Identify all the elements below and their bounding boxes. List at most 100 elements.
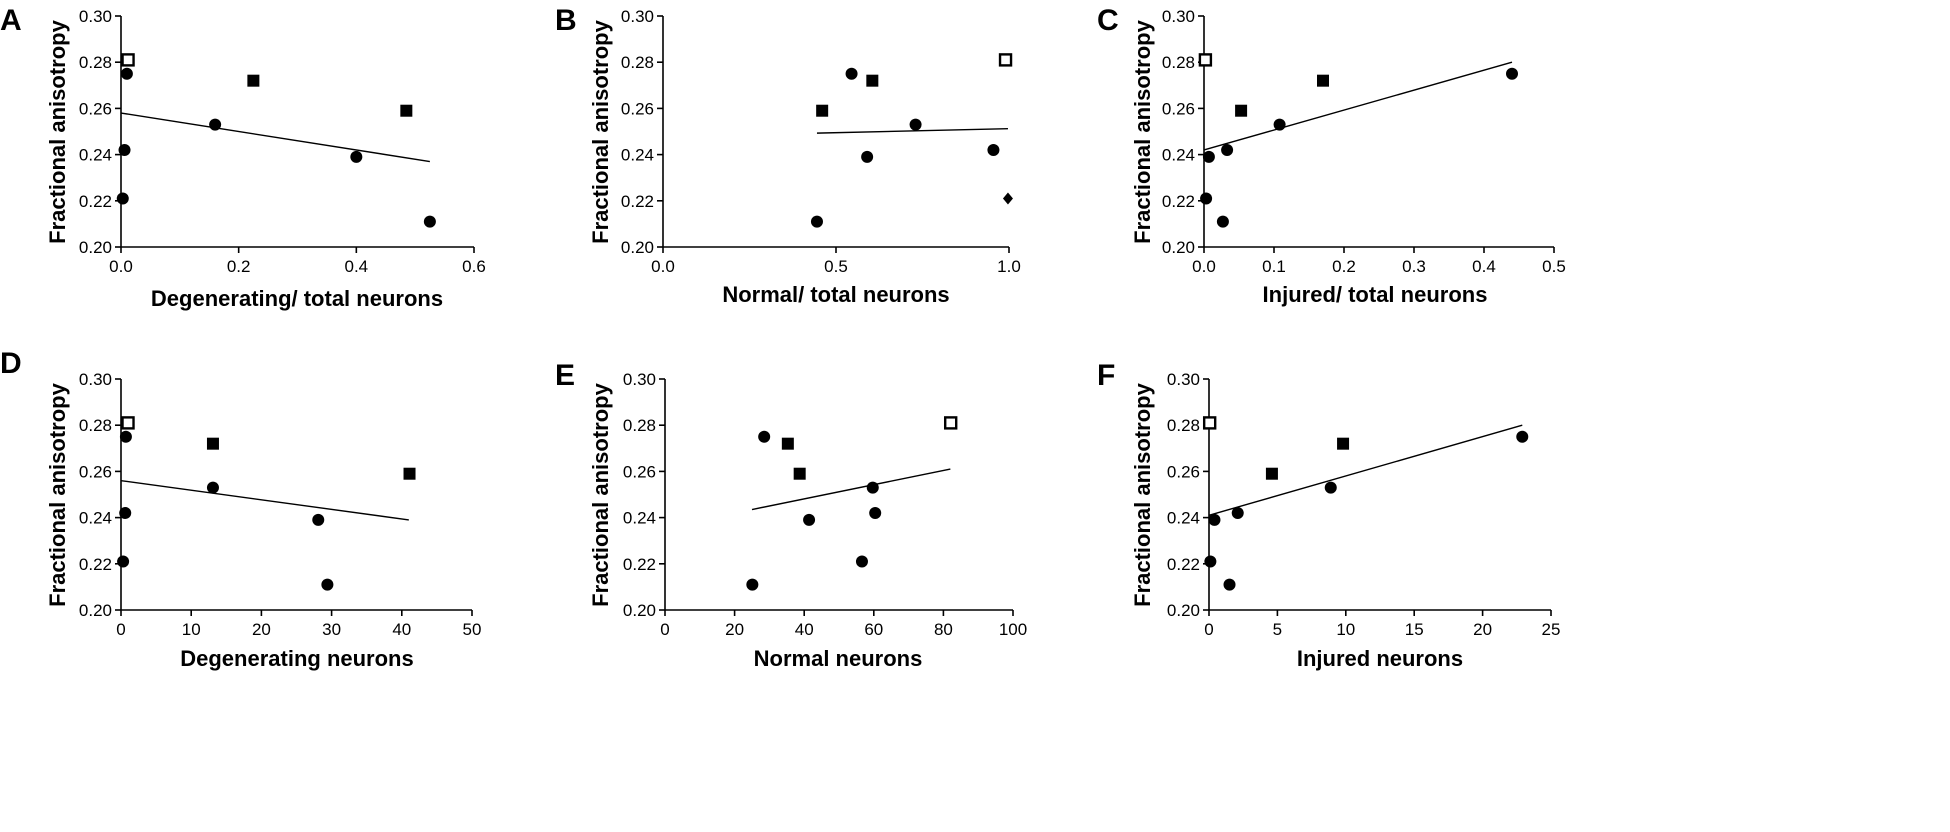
panel-b-x-axis-title: Normal/ total neurons [722,282,949,307]
panel-c-fit-line [1203,61,1513,151]
panel-f-circle-point [1516,430,1529,443]
panel-f-y-tick-label: 0.26 [1167,462,1200,481]
panel-c-circle-point [1273,118,1286,131]
panel-c-circle-point [1506,67,1518,80]
panel-c-circle-point [1221,143,1234,156]
panel-d-y-tick-label: 0.30 [79,370,112,389]
panel-c-x-tick-label: 0.3 [1402,257,1426,276]
panel-b-square-point [816,104,829,117]
panel-b-x-tick-label: 0.0 [651,257,675,276]
panel-c-x-tick-label: 0.0 [1192,257,1216,276]
panel-a-circle-point [120,67,133,80]
panel-f-circle-point [1204,555,1217,568]
panel-b-square-point [866,74,879,87]
panel-d-circle-point [312,513,325,526]
panel-e-x-tick-label: 80 [934,620,953,639]
panel-b-circle-point [861,150,874,163]
panel-a-fit-line [120,112,430,163]
panel-a-x-tick-label: 0.2 [227,257,251,276]
panel-f-square-point [1265,467,1278,480]
panel-e-circle-point [758,430,771,443]
panel-f-open-square-point [1202,416,1217,430]
panel-f-x-tick-label: 5 [1273,620,1282,639]
panel-c-y-tick-label: 0.26 [1162,99,1195,118]
panel-d-y-tick-label: 0.20 [79,601,112,620]
panel-d-y-tick-label: 0.28 [79,416,112,435]
panel-f-y-tick-label: 0.30 [1167,370,1200,389]
panel-b-circle-point [987,143,1000,156]
panel-e-circle-point [869,506,882,519]
panel-d-square-point [206,437,219,450]
panel-e-x-tick-label: 100 [999,620,1027,639]
panel-f-circle-point [1223,578,1236,591]
panel-f-letter: F [1097,359,1115,392]
panel-e-fit-line [751,468,951,511]
panel-d-x-tick-label: 10 [182,620,201,639]
panel-c-y-tick-label: 0.22 [1162,192,1195,211]
panel-e-y-axis-title: Fractional anisotropy [588,382,613,606]
panel-e-x-tick-label: 20 [725,620,744,639]
panel-b-letter: B [555,4,577,37]
panel-d-y-tick-label: 0.22 [79,555,112,574]
panel-f-y-axis-title: Fractional anisotropy [1130,382,1155,606]
panel-b-y-tick-label: 0.28 [621,53,654,72]
panel-e-x-axis-title: Normal neurons [754,646,923,671]
panel-b-circle-point [810,215,823,228]
panel-d-open-square-point [121,416,135,430]
panel-c-x-axis-title: Injured/ total neurons [1263,282,1488,307]
panel-b-circle-point [845,67,858,80]
panel-e-x-tick-label: 40 [795,620,814,639]
panel-f: F Injured neurons Fractional anisotropy … [1097,359,1560,671]
panel-e-x-tick-label: 0 [660,620,669,639]
panel-e-circle-point [855,555,868,568]
panel-a-open-square-point [121,53,135,67]
panel-b-fit-line [816,128,1008,134]
panel-e-circle-point [746,578,759,591]
panel-c-circle-point [1216,215,1229,228]
panel-c-x-tick-label: 0.2 [1332,257,1356,276]
panel-b-y-tick-label: 0.30 [621,7,654,26]
panel-f-x-tick-label: 20 [1473,620,1492,639]
panel-c-x-tick-label: 0.1 [1262,257,1286,276]
panel-d-y-axis-title: Fractional anisotropy [45,382,70,606]
panel-f-y-tick-label: 0.20 [1167,601,1200,620]
panel-d-y-tick-label: 0.26 [79,462,112,481]
panel-b-x-tick-label: 1.0 [997,257,1021,276]
panel-d-circle-point [119,430,132,443]
panel-e-y-tick-label: 0.30 [623,370,656,389]
panel-d-circle-point [117,555,130,568]
panel-c-y-tick-label: 0.24 [1162,146,1195,165]
panel-d-letter: D [0,347,22,380]
panel-c-y-axis-title: Fractional anisotropy [1130,19,1155,243]
panel-f-y-tick-label: 0.24 [1167,509,1200,528]
panel-e-y-tick-label: 0.28 [623,416,656,435]
panel-c-square-point [1317,74,1329,87]
panel-a-circle-point [116,192,129,205]
panel-c-y-tick-label: 0.28 [1162,53,1195,72]
panel-d-circle-point [321,578,334,591]
panel-e-square-point [793,467,806,480]
panel-a-x-tick-label: 0.0 [109,257,133,276]
panel-f-x-tick-label: 15 [1405,620,1424,639]
panel-a-x-tick-label: 0.4 [345,257,369,276]
panel-e-y-tick-label: 0.22 [623,555,656,574]
panel-c-y-tick-label: 0.20 [1162,238,1195,257]
panel-d-square-point [403,467,416,480]
panel-d-x-axis-title: Degenerating neurons [180,646,413,671]
panel-a-y-tick-label: 0.22 [79,192,112,211]
panel-b-circle-point [909,118,922,131]
panel-e-circle-point [866,481,879,494]
panel-b-x-tick-label: 0.5 [824,257,848,276]
panel-c-circle-point [1200,192,1213,205]
panel-f-circle-point [1208,513,1221,526]
panel-a-y-tick-label: 0.28 [79,53,112,72]
panel-f-x-tick-label: 0 [1204,620,1213,639]
panel-a-x-axis-title: Degenerating/ total neurons [151,286,443,311]
panel-a-y-axis-title: Fractional anisotropy [45,19,70,243]
panel-d-y-tick-label: 0.24 [79,509,112,528]
panel-e-square-point [781,437,794,450]
panel-e: E Normal neurons Fractional anisotropy 0… [555,359,1027,671]
panel-d-x-tick-label: 20 [252,620,271,639]
panel-e-y-tick-label: 0.26 [623,462,656,481]
panel-b-y-tick-label: 0.26 [621,99,654,118]
